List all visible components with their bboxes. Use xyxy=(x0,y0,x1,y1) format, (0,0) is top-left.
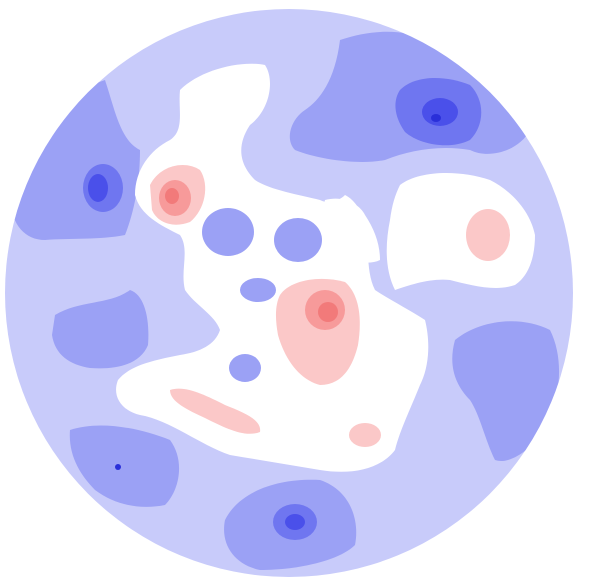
neutral-region xyxy=(320,198,380,263)
red-peak xyxy=(165,188,179,204)
neutral-region xyxy=(116,63,429,472)
red-peak xyxy=(318,302,338,322)
red-region xyxy=(349,423,381,447)
blue-region-core xyxy=(88,174,108,202)
blue-region xyxy=(240,278,276,302)
red-region xyxy=(466,209,510,261)
blue-region-core xyxy=(422,98,458,126)
blue-peak xyxy=(431,114,441,122)
blue-region xyxy=(202,208,254,256)
blue-region xyxy=(229,354,261,382)
blue-region xyxy=(69,425,180,507)
blue-region xyxy=(452,321,560,461)
red-region xyxy=(170,388,261,434)
blue-region-core xyxy=(285,514,305,530)
neutral-region xyxy=(386,173,535,290)
blue-region xyxy=(274,218,322,262)
blue-peak xyxy=(115,464,121,470)
blue-region xyxy=(52,290,149,369)
